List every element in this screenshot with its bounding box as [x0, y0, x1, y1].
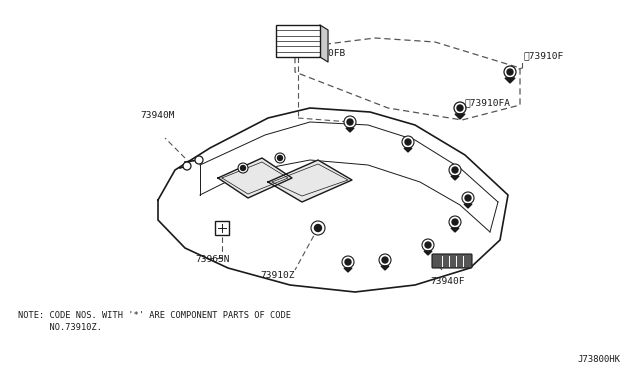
Circle shape	[507, 69, 513, 75]
Circle shape	[402, 136, 414, 148]
Circle shape	[342, 256, 354, 268]
Text: ※73910FA: ※73910FA	[465, 98, 511, 107]
Circle shape	[278, 155, 282, 160]
Polygon shape	[218, 158, 292, 198]
Circle shape	[452, 167, 458, 173]
Circle shape	[422, 239, 434, 251]
Circle shape	[345, 259, 351, 265]
Polygon shape	[464, 204, 472, 208]
Polygon shape	[404, 148, 412, 152]
Circle shape	[449, 164, 461, 176]
Polygon shape	[320, 25, 328, 62]
Text: J73800HK: J73800HK	[577, 355, 620, 364]
Bar	[215, 221, 229, 235]
Text: 73965N: 73965N	[195, 255, 230, 264]
Polygon shape	[344, 268, 352, 272]
Polygon shape	[268, 160, 352, 202]
FancyBboxPatch shape	[432, 254, 472, 268]
Polygon shape	[346, 128, 354, 132]
Text: NO.73910Z.: NO.73910Z.	[18, 323, 102, 332]
Circle shape	[314, 224, 321, 231]
Circle shape	[382, 257, 388, 263]
Circle shape	[275, 153, 285, 163]
Circle shape	[452, 219, 458, 225]
Polygon shape	[381, 266, 389, 270]
Circle shape	[379, 254, 391, 266]
Text: NOTE: CODE NOS. WITH '*' ARE COMPONENT PARTS OF CODE: NOTE: CODE NOS. WITH '*' ARE COMPONENT P…	[18, 311, 291, 320]
Circle shape	[504, 66, 516, 78]
Circle shape	[347, 119, 353, 125]
Circle shape	[344, 116, 356, 128]
Circle shape	[238, 163, 248, 173]
Polygon shape	[455, 114, 465, 119]
Polygon shape	[451, 228, 459, 232]
Text: ※73910F: ※73910F	[524, 51, 564, 60]
Circle shape	[183, 162, 191, 170]
Bar	[276, 25, 320, 57]
Circle shape	[311, 221, 325, 235]
Circle shape	[425, 242, 431, 248]
Polygon shape	[424, 251, 432, 255]
Circle shape	[405, 139, 411, 145]
Circle shape	[195, 156, 203, 164]
Text: 73910FB: 73910FB	[305, 49, 345, 58]
Text: 73940F: 73940F	[430, 277, 465, 286]
Circle shape	[465, 195, 471, 201]
Circle shape	[241, 166, 246, 170]
Circle shape	[457, 105, 463, 111]
Circle shape	[454, 102, 466, 114]
Circle shape	[449, 216, 461, 228]
Polygon shape	[451, 176, 459, 180]
Polygon shape	[505, 78, 515, 83]
Text: 73910Z: 73910Z	[260, 271, 294, 280]
Text: 73940M: 73940M	[140, 111, 175, 120]
Circle shape	[462, 192, 474, 204]
